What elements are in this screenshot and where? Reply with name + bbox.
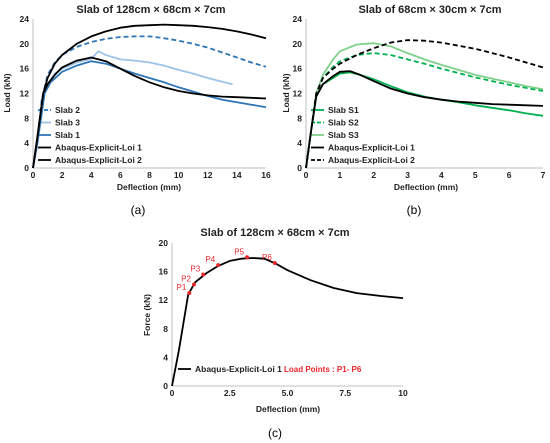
load-point-label: P3 [190,264,200,273]
panel-b-ylabel: Load (kN) [281,73,291,112]
series-line [32,60,267,169]
y-tick-label: 16 [159,267,169,277]
load-point-label: P5 [234,247,244,256]
series-line [305,42,544,169]
x-tick-label: 2.5 [224,388,236,398]
panel-c-xlabel: Deflection (mm) [256,404,320,414]
load-point-label: P2 [181,274,191,283]
panel-b: Slab of 68cm × 30cm × 7cm Deflection (mm… [281,4,546,217]
load-point-marker [272,261,277,266]
y-tick-label: 20 [293,39,303,49]
series-line [305,70,544,169]
load-points-note: Load Points : P1- P6 [284,365,362,374]
legend-label: Abaqus-Explicit-Loi 1 [55,143,142,153]
y-tick-label: 20 [159,238,169,248]
load-point-marker [191,282,196,287]
series-line [32,35,267,169]
y-tick-label: 0 [24,163,29,173]
legend-label: Slab 1 [55,130,80,140]
x-tick-label: 5.0 [282,388,294,398]
x-tick-label: 1 [337,170,342,180]
panel-a-ylabel: Load (kN) [2,73,12,112]
panel-a-caption: (a) [131,203,146,217]
load-point-marker [201,272,206,277]
y-tick-label: 0 [297,163,302,173]
load-point-marker [245,255,250,260]
x-tick-label: 10 [174,170,184,180]
legend-label: Abaqus-Explicit-Loi 1 [195,364,282,374]
series-line [32,23,267,169]
x-tick-label: 0 [304,170,309,180]
x-tick-label: 14 [232,170,242,180]
x-tick-label: 12 [203,170,213,180]
legend-label: Slab S1 [328,105,359,115]
series-line [305,39,544,169]
y-tick-label: 12 [159,295,169,305]
load-point-marker [187,291,192,296]
x-tick-label: 0 [31,170,36,180]
x-tick-label: 4 [89,170,94,180]
x-tick-label: 7.5 [339,388,351,398]
y-tick-label: 24 [293,14,303,24]
x-tick-label: 10 [398,388,408,398]
x-tick-label: 8 [147,170,152,180]
y-tick-label: 8 [24,113,29,123]
x-tick-label: 0 [170,388,175,398]
panel-c-ylabel: Force (kN) [142,294,152,336]
x-tick-label: 6 [507,170,512,180]
y-tick-label: 0 [163,381,168,391]
legend-label: Abaqus-Explicit-Loi 2 [328,155,415,165]
panel-a-xlabel: Deflection (mm) [117,182,181,192]
y-tick-label: 8 [297,113,302,123]
x-tick-label: 2 [371,170,376,180]
legend-label: Slab 2 [55,105,80,115]
legend-label: Abaqus-Explicit-Loi 1 [328,143,415,153]
legend-label: Slab S2 [328,118,359,128]
y-tick-label: 4 [297,138,302,148]
series-line [32,56,267,169]
panel-c: Slab of 128cm × 68cm × 7cm Deflection (m… [142,227,408,440]
x-tick-label: 16 [261,170,271,180]
y-tick-label: 16 [20,64,30,74]
y-tick-label: 8 [163,324,168,334]
load-point-marker [216,263,221,268]
y-tick-label: 12 [293,89,303,99]
panel-b-caption: (b) [407,203,422,217]
x-tick-label: 6 [118,170,123,180]
x-tick-label: 5 [473,170,478,180]
x-tick-label: 4 [439,170,444,180]
panel-c-caption: (c) [268,426,282,440]
y-tick-label: 24 [20,14,30,24]
y-tick-label: 12 [20,89,30,99]
x-tick-label: 3 [405,170,410,180]
series-line [171,257,404,387]
panel-c-title: Slab of 128cm × 68cm × 7cm [200,227,349,239]
panel-a-title: Slab of 128cm × 68cm × 7cm [76,4,225,16]
y-tick-label: 16 [293,64,303,74]
load-point-label: P6 [262,253,272,262]
load-point-label: P4 [205,255,215,264]
legend-label: Abaqus-Explicit-Loi 2 [55,155,142,165]
load-point-label: P1 [177,283,187,292]
x-tick-label: 2 [60,170,65,180]
legend-label: Slab S3 [328,130,359,140]
panel-b-xlabel: Deflection (mm) [394,182,458,192]
panel-a: Slab of 128cm × 68cm × 7cm Deflection (m… [2,4,271,217]
y-tick-label: 20 [20,39,30,49]
legend-label: Slab 3 [55,118,80,128]
y-tick-label: 4 [163,352,168,362]
x-tick-label: 7 [541,170,546,180]
y-tick-label: 4 [24,138,29,148]
panel-b-title: Slab of 68cm × 30cm × 7cm [358,4,501,16]
